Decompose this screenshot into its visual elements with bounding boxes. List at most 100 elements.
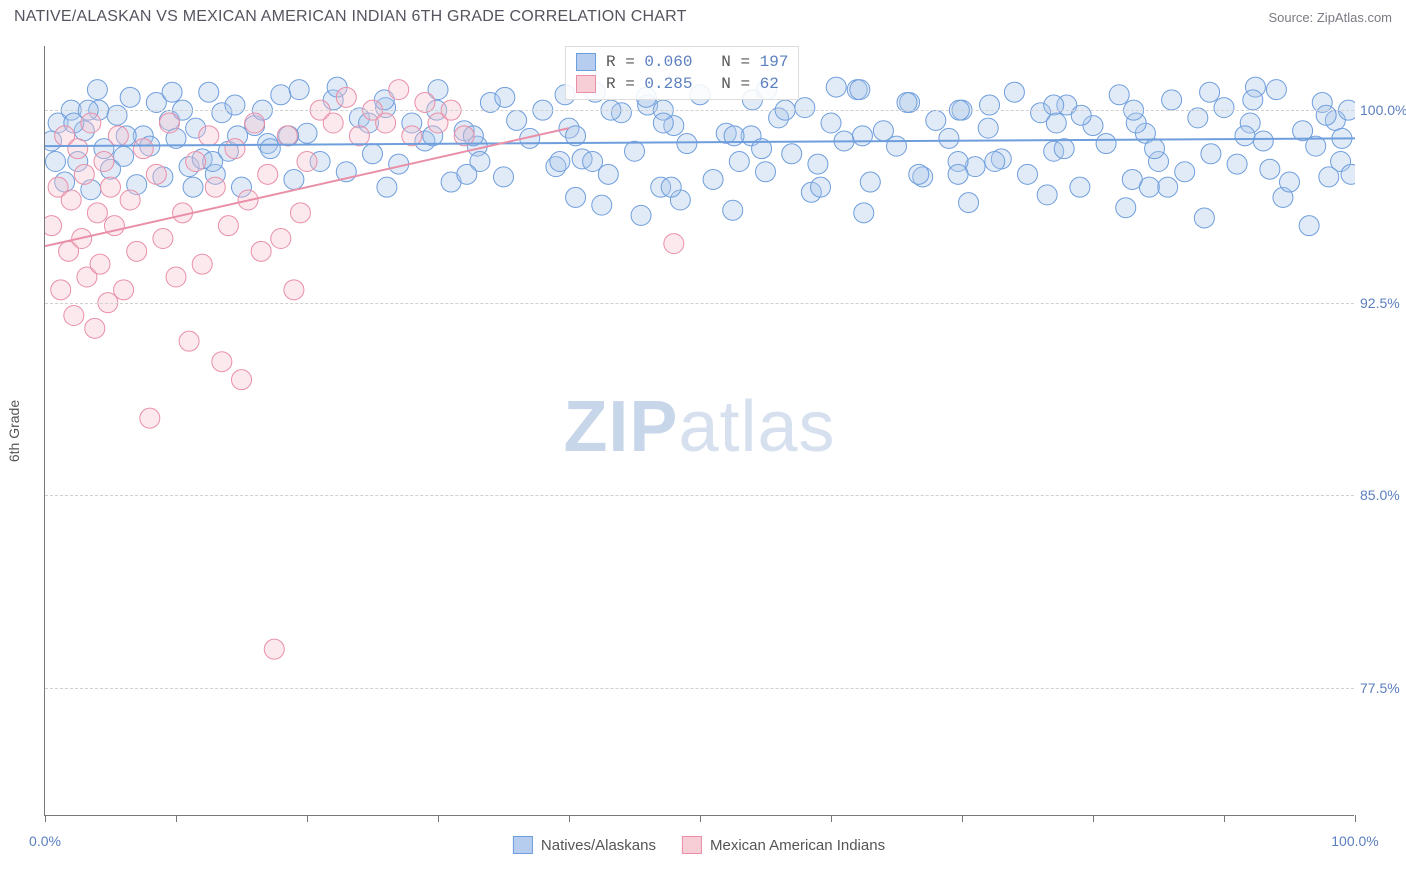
gridline-h xyxy=(45,495,1354,496)
scatter-point xyxy=(192,254,212,274)
scatter-point xyxy=(664,234,684,254)
legend-stats: R = 0.060 N = 197R = 0.285 N = 62 xyxy=(565,46,799,100)
scatter-point xyxy=(811,177,831,197)
plot-region: ZIPatlas R = 0.060 N = 197R = 0.285 N = … xyxy=(44,46,1354,816)
scatter-point xyxy=(1139,177,1159,197)
y-tick-label: 85.0% xyxy=(1360,487,1406,503)
scatter-point xyxy=(90,254,110,274)
scatter-point xyxy=(980,95,1000,115)
scatter-point xyxy=(212,352,232,372)
scatter-point xyxy=(1162,90,1182,110)
scatter-point xyxy=(389,80,409,100)
scatter-point xyxy=(1096,134,1116,154)
scatter-point xyxy=(1018,164,1038,184)
scatter-point xyxy=(1070,177,1090,197)
scatter-point xyxy=(120,190,140,210)
x-tick xyxy=(1355,815,1356,822)
x-tick-label: 100.0% xyxy=(1331,833,1378,849)
scatter-point xyxy=(225,95,245,115)
scatter-point xyxy=(402,126,422,146)
x-tick xyxy=(1093,815,1094,822)
scatter-point xyxy=(1266,80,1286,100)
legend-item: Natives/Alaskans xyxy=(513,836,656,854)
scatter-point xyxy=(795,98,815,118)
scatter-point xyxy=(284,169,304,189)
scatter-point xyxy=(297,123,317,143)
scatter-point xyxy=(251,241,271,261)
scatter-point xyxy=(271,229,291,249)
scatter-point xyxy=(377,177,397,197)
scatter-point xyxy=(159,113,179,133)
scatter-point xyxy=(494,167,514,187)
x-tick xyxy=(176,815,177,822)
scatter-point xyxy=(127,241,147,261)
scatter-point xyxy=(146,164,166,184)
scatter-point xyxy=(232,370,252,390)
scatter-point xyxy=(821,113,841,133)
scatter-point xyxy=(218,216,238,236)
scatter-point xyxy=(850,80,870,100)
legend-swatch xyxy=(682,836,702,854)
scatter-point xyxy=(101,177,121,197)
scatter-point xyxy=(1071,105,1091,125)
scatter-point xyxy=(1109,85,1129,105)
scatter-point xyxy=(1054,139,1074,159)
scatter-point xyxy=(199,126,219,146)
y-tick-label: 77.5% xyxy=(1360,680,1406,696)
scatter-point xyxy=(289,80,309,100)
scatter-point xyxy=(495,87,515,107)
scatter-point xyxy=(1037,185,1057,205)
scatter-point xyxy=(1200,82,1220,102)
scatter-point xyxy=(114,280,134,300)
scatter-point xyxy=(723,200,743,220)
scatter-point xyxy=(1194,208,1214,228)
x-tick xyxy=(962,815,963,822)
scatter-point xyxy=(284,280,304,300)
scatter-point xyxy=(183,177,203,197)
scatter-point xyxy=(1260,159,1280,179)
scatter-point xyxy=(808,154,828,174)
scatter-point xyxy=(199,82,219,102)
scatter-point xyxy=(140,408,160,428)
scatter-point xyxy=(162,82,182,102)
gridline-h xyxy=(45,688,1354,689)
scatter-point xyxy=(1235,126,1255,146)
x-tick xyxy=(831,815,832,822)
scatter-point xyxy=(550,152,570,172)
scatter-point xyxy=(592,195,612,215)
legend-label: Mexican American Indians xyxy=(710,837,885,854)
scatter-point xyxy=(1227,154,1247,174)
chart-area: ZIPatlas R = 0.060 N = 197R = 0.285 N = … xyxy=(44,46,1354,816)
scatter-point xyxy=(852,126,872,146)
gridline-h xyxy=(45,110,1354,111)
scatter-point xyxy=(277,126,297,146)
scatter-point xyxy=(909,164,929,184)
scatter-point xyxy=(661,177,681,197)
scatter-point xyxy=(1214,98,1234,118)
scatter-point xyxy=(887,136,907,156)
scatter-point xyxy=(948,164,968,184)
gridline-h xyxy=(45,303,1354,304)
legend-stat-text: R = 0.285 N = 62 xyxy=(606,73,779,95)
scatter-point xyxy=(1316,105,1336,125)
legend-bottom: Natives/Alaskans Mexican American Indians xyxy=(513,836,885,854)
scatter-point xyxy=(336,87,356,107)
scatter-point xyxy=(782,144,802,164)
scatter-point xyxy=(166,267,186,287)
scatter-point xyxy=(653,113,673,133)
legend-stat-row: R = 0.285 N = 62 xyxy=(576,73,788,95)
scatter-point xyxy=(1253,131,1273,151)
scatter-point xyxy=(264,639,284,659)
scatter-point xyxy=(457,164,477,184)
scatter-point xyxy=(625,141,645,161)
scatter-point xyxy=(81,113,101,133)
scatter-point xyxy=(120,87,140,107)
y-tick-label: 100.0% xyxy=(1360,102,1406,118)
scatter-point xyxy=(225,139,245,159)
scatter-point xyxy=(1044,95,1064,115)
scatter-point xyxy=(978,118,998,138)
scatter-point xyxy=(926,110,946,130)
scatter-point xyxy=(271,85,291,105)
scatter-point xyxy=(45,152,65,172)
scatter-point xyxy=(45,216,62,236)
